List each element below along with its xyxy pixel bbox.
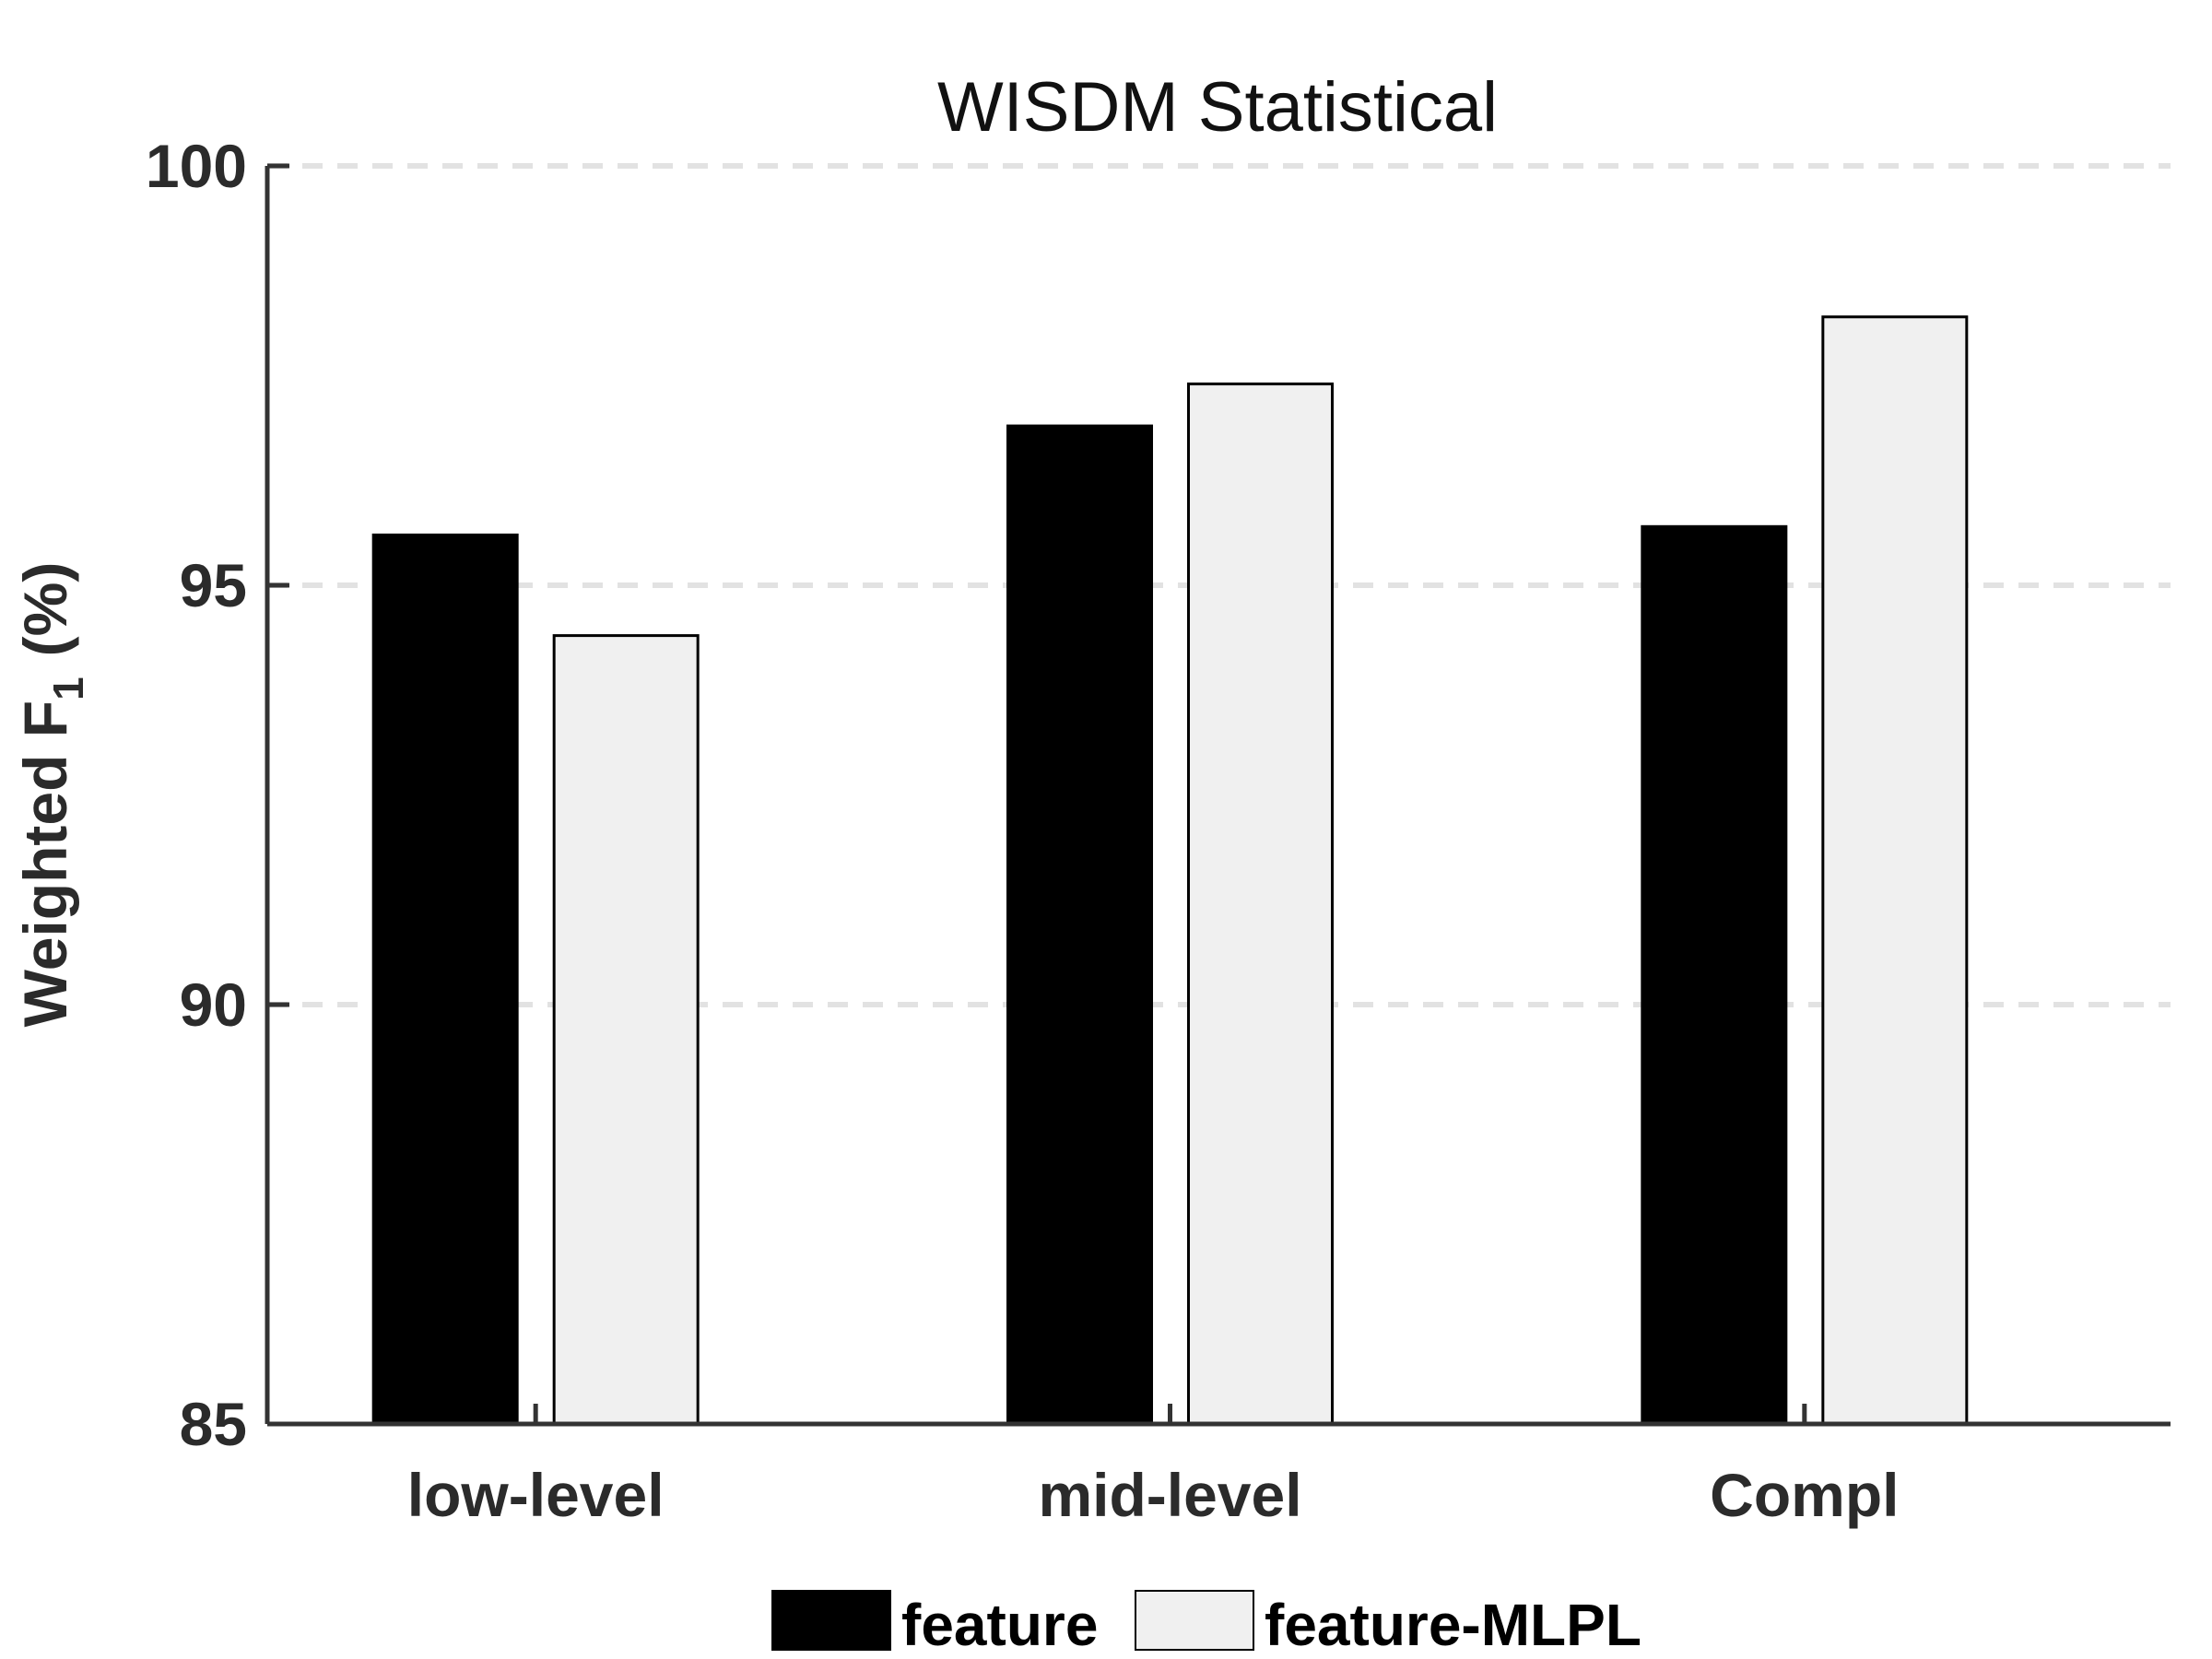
- y-tick-label-85: 85: [180, 1390, 247, 1458]
- x-tick-label-compl: Compl: [1710, 1461, 1899, 1529]
- bar-feature-mlpl-compl: [1821, 315, 1969, 1426]
- axes: [265, 166, 2171, 1427]
- bar-feature-compl: [1641, 524, 1788, 1426]
- bars: [371, 315, 1969, 1426]
- legend: feature feature-MLPL: [771, 1590, 1641, 1658]
- legend-label-feature-mlpl: feature-MLPL: [1265, 1592, 1641, 1658]
- x-tick-label-low-level: low-level: [407, 1461, 665, 1529]
- y-axis-label: Weighted F1 (%): [11, 562, 92, 1028]
- bar-feature-mlpl-mid-level: [1187, 382, 1334, 1426]
- y-tick-label-90: 90: [180, 971, 247, 1039]
- y-tick-labels: 85 90 95 100: [146, 132, 289, 1458]
- bar-feature-low-level: [371, 533, 519, 1426]
- legend-swatch-feature-mlpl: [1135, 1590, 1254, 1651]
- chart-title: WISDM Statistical: [937, 68, 1498, 147]
- bar-feature-mlpl-low-level: [552, 634, 700, 1426]
- y-axis-label-main: Weighted F: [11, 700, 79, 1027]
- legend-label-feature: feature: [901, 1592, 1098, 1658]
- legend-swatch-feature: [771, 1590, 891, 1651]
- y-tick-label-95: 95: [180, 551, 247, 619]
- x-tick-labels: low-level mid-level Compl: [407, 1404, 1899, 1529]
- x-tick-label-mid-level: mid-level: [1038, 1461, 1301, 1529]
- y-axis-label-unit: (%): [11, 562, 79, 657]
- y-axis-label-subscript: 1: [44, 677, 92, 700]
- bar-feature-mid-level: [1006, 424, 1153, 1426]
- y-tick-label-100: 100: [146, 132, 247, 200]
